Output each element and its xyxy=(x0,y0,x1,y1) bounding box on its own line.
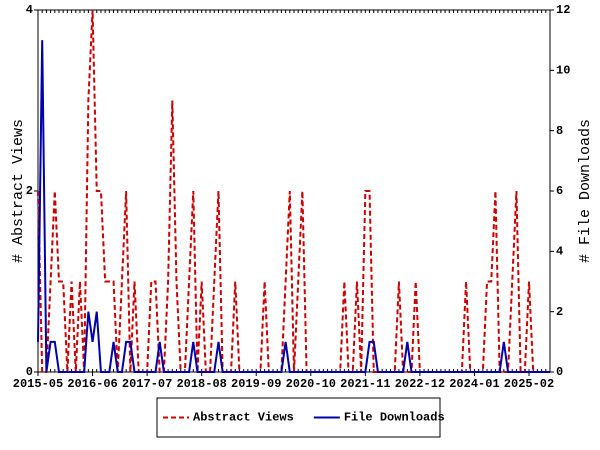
y2-tick-label: 2 xyxy=(556,305,563,319)
x-tick-label: 2025-02 xyxy=(504,377,554,391)
legend-label: File Downloads xyxy=(344,411,445,425)
y-tick-label: 2 xyxy=(26,184,33,198)
x-tick-label: 2015-05 xyxy=(13,377,63,391)
y2-tick-label: 4 xyxy=(556,245,563,259)
y2-tick-label: 6 xyxy=(556,184,563,198)
y2-tick-label: 10 xyxy=(556,64,570,78)
x-tick-label: 2024-01 xyxy=(449,377,499,391)
legend-box xyxy=(156,397,441,438)
y2-tick-label: 0 xyxy=(556,365,563,379)
y2-axis-title: # File Downloads xyxy=(577,119,594,263)
x-tick-label: 2017-07 xyxy=(122,377,172,391)
y2-tick-label: 8 xyxy=(556,124,563,138)
x-tick-label: 2022-12 xyxy=(395,377,445,391)
y-tick-label: 0 xyxy=(26,365,33,379)
x-tick-label: 2021-11 xyxy=(340,377,390,391)
series-line xyxy=(37,9,550,373)
series-line xyxy=(37,40,550,373)
legend-label: Abstract Views xyxy=(193,411,294,425)
y-axis-title: # Abstract Views xyxy=(10,119,27,263)
x-tick-label: 2020-10 xyxy=(286,377,336,391)
x-tick-label: 2019-09 xyxy=(231,377,281,391)
y2-tick-label: 12 xyxy=(556,3,570,17)
x-tick-label: 2018-08 xyxy=(176,377,226,391)
y-tick-label: 4 xyxy=(26,3,33,17)
x-tick-label: 2016-06 xyxy=(67,377,117,391)
